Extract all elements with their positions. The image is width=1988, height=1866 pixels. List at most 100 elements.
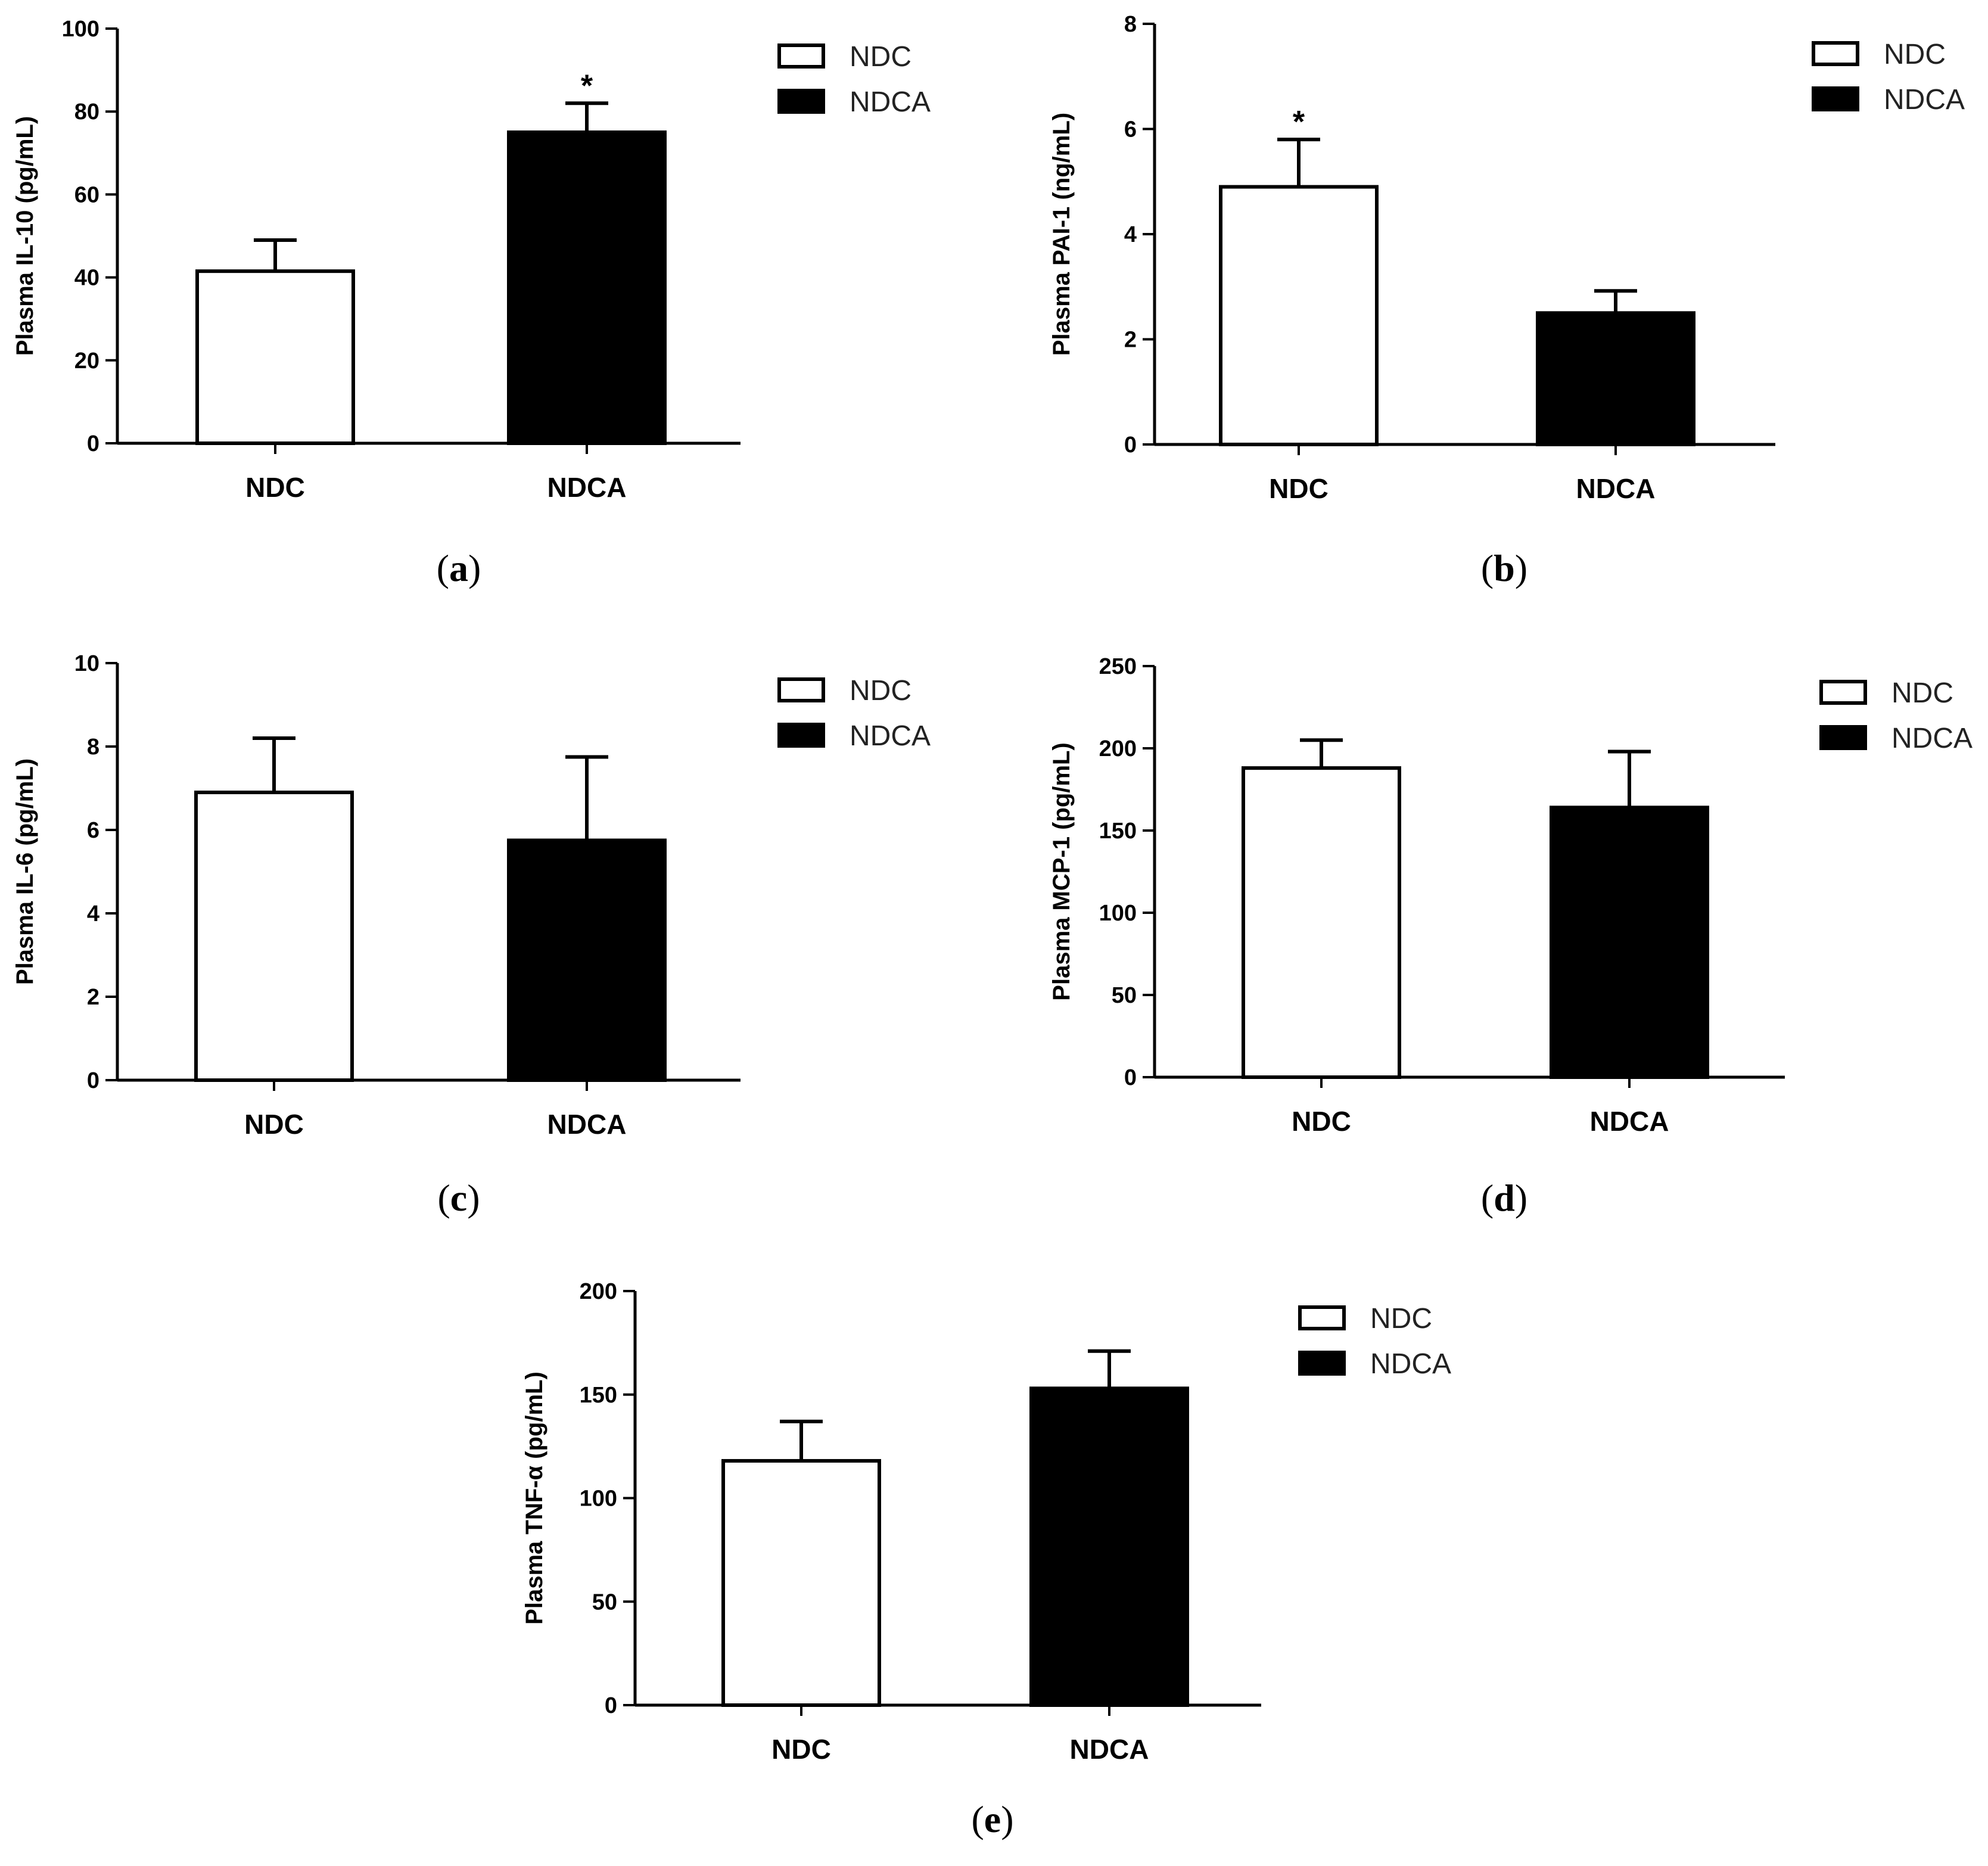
panel-caption-open-paren: ( [971, 1798, 984, 1840]
y-tick-label: 100 [580, 1486, 617, 1512]
y-tick-label: 80 [74, 99, 99, 125]
y-tick-label: 200 [1099, 736, 1137, 761]
y-axis-title: Plasma MCP-1 (pg/mL) [1049, 742, 1075, 1000]
chart-panel-c: NDC NDCA 0 2 4 6 8 10 Plasma IL-6 (pg/mL) NDC NDCA… [12, 651, 931, 1219]
legend-swatch-ndc [1298, 1305, 1346, 1330]
y-tick-label: 2 [1124, 328, 1137, 353]
panel-caption-close-paren: ) [467, 1177, 480, 1219]
legend-swatch-ndc [777, 43, 825, 69]
panel-caption-close-paren: ) [1001, 1798, 1013, 1840]
legend-swatch-ndc [1812, 41, 1859, 66]
bar-ndca [1550, 806, 1709, 1079]
y-axis-title: Plasma IL-6 (pg/mL) [12, 758, 38, 985]
legend-swatch-ndc [777, 677, 825, 702]
panel-caption: (c) [437, 1177, 480, 1219]
x-tick-label: NDC [244, 1109, 304, 1140]
chart-panel-d: NDC NDCA 0 50 100 150 200 250 Plasma MCP-1 (pg/m… [1049, 654, 1973, 1219]
panel-caption-letter: e [984, 1798, 1001, 1840]
bar-ndca [1536, 311, 1695, 446]
y-tick-label: 6 [1124, 117, 1137, 142]
y-axis-title: Plasma PAI-1 (ng/mL) [1049, 113, 1075, 356]
legend-label-ndca: NDCA [850, 720, 931, 752]
x-tick-label: NDC [245, 472, 305, 503]
bar-ndc [195, 269, 355, 445]
panel-caption-letter: d [1494, 1177, 1515, 1219]
y-tick-label: 150 [1099, 819, 1137, 844]
legend-swatch-ndca [1812, 86, 1859, 111]
legend-swatch-ndca [777, 89, 825, 114]
y-tick-label: 0 [1124, 433, 1137, 458]
legend-swatch-ndca [1819, 725, 1867, 750]
x-tick-label: NDCA [547, 472, 627, 503]
y-tick-label: 200 [580, 1279, 617, 1304]
panel-caption: (e) [971, 1798, 1013, 1840]
legend-label-ndc: NDC [1884, 39, 1946, 70]
bar-ndc [194, 791, 354, 1082]
panel-caption-letter: a [449, 547, 468, 589]
legend-label-ndc: NDC [1891, 677, 1953, 709]
panel-caption-open-paren: ( [437, 547, 449, 589]
legend: NDC NDCA [1819, 677, 1973, 754]
legend-label-ndca: NDCA [1370, 1348, 1451, 1380]
legend: NDC NDCA [1812, 39, 1965, 116]
y-tick-label: 6 [87, 818, 99, 843]
legend: NDC NDCA [777, 41, 931, 118]
legend-label-ndca: NDCA [1891, 723, 1973, 754]
x-tick-label: NDCA [547, 1109, 627, 1140]
y-tick-label: 100 [62, 17, 99, 42]
bar-ndc [1219, 185, 1379, 446]
y-tick-label: 0 [87, 1068, 99, 1093]
y-tick-label: 8 [1124, 12, 1137, 37]
y-tick-label: 50 [1112, 983, 1137, 1008]
legend-label-ndca: NDCA [1884, 84, 1965, 116]
x-tick-label: NDCA [1576, 473, 1656, 504]
y-tick-label: 20 [74, 349, 99, 374]
legend-label-ndc: NDC [1370, 1303, 1432, 1335]
y-tick-label: 0 [1124, 1065, 1137, 1090]
y-tick-label: 250 [1099, 654, 1137, 679]
x-tick-label: NDCA [1590, 1106, 1669, 1137]
significance-marker: * [581, 69, 593, 103]
y-tick-label: 10 [74, 651, 99, 676]
legend-label-ndc: NDC [850, 675, 911, 707]
y-axis-title: Plasma TNF-α (pg/mL) [521, 1371, 547, 1625]
bar-ndc [721, 1458, 881, 1707]
legend-label-ndca: NDCA [850, 86, 931, 118]
chart-panel-a: NDC * NDCA 0 20 40 60 80 100 Plasma IL-10 (pg/mL)… [12, 17, 931, 589]
bar-ndc [1242, 766, 1401, 1079]
legend-swatch-ndc [1819, 680, 1867, 705]
bar-ndca [1029, 1386, 1189, 1707]
chart-panel-b: * NDC NDCA 0 2 4 6 8 Plasma PAI-1 (ng/mL) NDC NDCA… [1049, 12, 1965, 589]
y-axis-title: Plasma IL-10 (pg/mL) [12, 116, 38, 356]
y-tick-label: 100 [1099, 901, 1137, 926]
x-tick-label: NDCA [1070, 1734, 1149, 1765]
y-tick-label: 0 [605, 1693, 617, 1718]
legend-swatch-ndca [1298, 1351, 1346, 1376]
y-tick-label: 50 [592, 1590, 617, 1615]
y-tick-label: 40 [74, 266, 99, 291]
panel-caption: (d) [1481, 1177, 1527, 1219]
bar-ndca [507, 130, 667, 445]
panel-caption-close-paren: ) [1515, 547, 1527, 589]
y-tick-label: 60 [74, 182, 99, 207]
panel-caption-open-paren: ( [437, 1177, 450, 1219]
panel-caption-open-paren: ( [1481, 547, 1494, 589]
y-tick-label: 4 [87, 901, 99, 926]
x-tick-label: NDC [1292, 1106, 1351, 1137]
panel-caption-open-paren: ( [1481, 1177, 1494, 1219]
panel-caption: (a) [437, 547, 481, 589]
y-tick-label: 0 [87, 431, 99, 456]
legend: NDC NDCA [1298, 1303, 1451, 1380]
panel-caption-close-paren: ) [1515, 1177, 1527, 1219]
panel-caption: (b) [1481, 547, 1527, 589]
y-tick-label: 2 [87, 985, 99, 1010]
legend-label-ndc: NDC [850, 41, 911, 73]
significance-marker: * [1293, 105, 1305, 139]
panel-caption-letter: c [450, 1177, 467, 1219]
x-tick-label: NDC [1269, 473, 1329, 504]
x-tick-label: NDC [771, 1734, 831, 1765]
panel-caption-letter: b [1494, 547, 1515, 589]
bar-ndca [507, 838, 667, 1082]
legend-swatch-ndca [777, 723, 825, 748]
